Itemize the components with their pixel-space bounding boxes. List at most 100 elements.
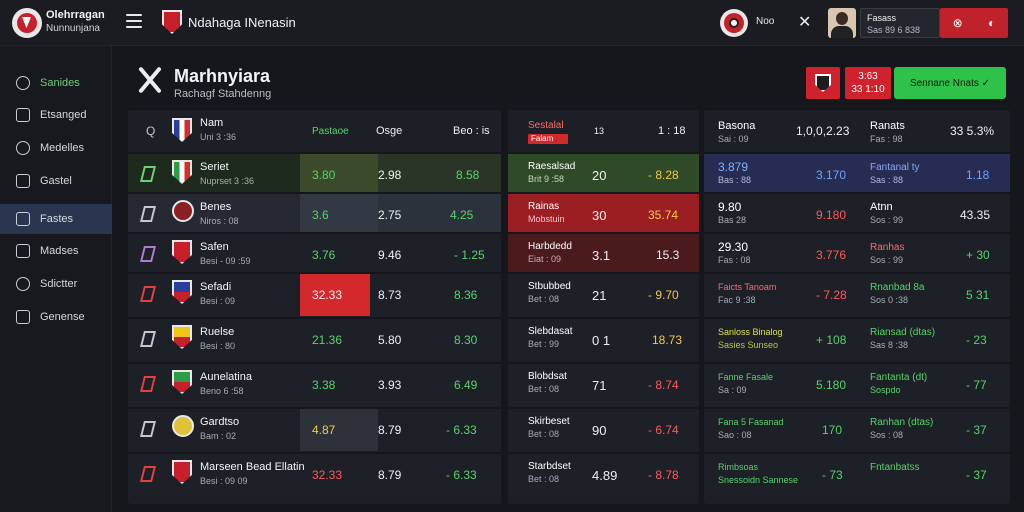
sidebar-item-8[interactable]: Genense: [0, 302, 112, 332]
table-row[interactable]: Ruelse Besi : 80 21.36 5.80 8.30: [128, 317, 501, 361]
score-badge[interactable]: 3:63 33 1:10: [845, 67, 891, 99]
odds-3[interactable]: - 6.33: [446, 423, 477, 437]
row-value-1[interactable]: 0 1: [592, 332, 611, 348]
sidebar-item-4[interactable]: Gastel: [0, 166, 112, 196]
action-a-icon[interactable]: ⊗: [952, 16, 963, 30]
table-row[interactable]: Starbdset Bet : 08 4.89 - 8.78: [508, 452, 699, 496]
odds-1[interactable]: 3.76: [312, 248, 336, 262]
avatar[interactable]: [828, 8, 856, 38]
row-value-2[interactable]: - 8.78: [648, 468, 679, 482]
table-row[interactable]: Rimbsoas Snessoidn Sannese - 73 Fntanbats…: [704, 452, 1010, 496]
table-row[interactable]: Fanne Fasale Sa : 09 5.180 Fantanta (dt) S…: [704, 362, 1010, 406]
action-b-icon[interactable]: ◐: [988, 16, 996, 30]
row-value-1[interactable]: 4.89: [592, 467, 618, 483]
table-row[interactable]: Gardtso Bam : 02 4.87 8.79 - 6.33: [128, 407, 501, 451]
row-value-2[interactable]: - 8.74: [648, 378, 679, 392]
odds-1[interactable]: 32.33: [312, 468, 343, 482]
close-icon[interactable]: ✕: [798, 14, 812, 31]
table-row[interactable]: Fana 5 Fasanad Sao : 08 170 Ranhan (dtas)…: [704, 407, 1010, 451]
table-row[interactable]: Stbubbed Bet : 08 21 - 9.70: [508, 272, 699, 316]
table-row[interactable]: 9.80 Bas 28 9.180 Atnn Sos : 99 43.35: [704, 192, 1010, 236]
row-value-2[interactable]: - 8.28: [648, 168, 679, 182]
table-row[interactable]: Marseen Bead Ellatin Besi : 09 09 32.33 8…: [128, 452, 501, 496]
table-row[interactable]: Benes Niros : 08 3.6 2.75 4.25: [128, 192, 501, 236]
row-b[interactable]: 5.180: [816, 378, 847, 392]
row-d[interactable]: - 37: [966, 468, 987, 482]
row-value-1[interactable]: 90: [592, 422, 607, 438]
odds-2[interactable]: 5.80: [378, 333, 402, 347]
table-row[interactable]: 29.30 Fas : 08 3.776 Ranhas Sos : 99 + 30: [704, 232, 1010, 276]
row-d[interactable]: - 37: [966, 423, 987, 437]
row-d[interactable]: 5 31: [966, 288, 990, 302]
odds-2[interactable]: 8.73: [378, 288, 402, 302]
row-b[interactable]: 9.180: [816, 208, 847, 222]
menu-icon[interactable]: [126, 14, 142, 28]
row-value-1[interactable]: 3.1: [592, 247, 611, 263]
row-b[interactable]: 3.776: [816, 248, 847, 262]
primary-action-button[interactable]: Sennane Nnats ✓: [894, 67, 1006, 99]
odds-3[interactable]: - 1.25: [454, 248, 485, 262]
row-b[interactable]: - 7.28: [816, 288, 847, 302]
row-value-1[interactable]: 21: [592, 287, 607, 303]
row-value-1[interactable]: 30: [592, 207, 607, 223]
row-a2: Bas : 88: [718, 175, 752, 185]
odds-2[interactable]: 8.79: [378, 423, 402, 437]
table-row[interactable]: Sanloss Binalog Sasies Sunseo + 108 Rians…: [704, 317, 1010, 361]
row-value-2[interactable]: 35.74: [648, 208, 679, 222]
sidebar-item-5[interactable]: Fastes: [0, 204, 112, 234]
sidebar-item-7[interactable]: Sdictter: [0, 269, 112, 299]
row-d[interactable]: 43.35: [960, 208, 991, 222]
table-row[interactable]: Raesalsad Brit 9 :58 20 - 8.28: [508, 152, 699, 196]
odds-2[interactable]: 3.93: [378, 378, 402, 392]
row-b[interactable]: 3.170: [816, 168, 847, 182]
odds-1[interactable]: 3.80: [300, 154, 378, 196]
target-icon[interactable]: [720, 9, 748, 37]
odds-2[interactable]: 2.98: [378, 154, 438, 196]
shield-button[interactable]: [806, 67, 840, 99]
odds-3[interactable]: 8.58: [438, 154, 501, 196]
table-row[interactable]: Rainas Mobstuin 30 35.74: [508, 192, 699, 236]
odds-3[interactable]: 8.30: [454, 333, 478, 347]
row-value-1[interactable]: 71: [592, 377, 607, 393]
sidebar-item-6[interactable]: Madses: [0, 236, 112, 266]
row-d[interactable]: + 30: [966, 248, 990, 262]
odds-3[interactable]: 4.25: [438, 194, 501, 236]
table-row[interactable]: Blobdsat Bet : 08 71 - 8.74: [508, 362, 699, 406]
table-row[interactable]: Safen Besi - 09 :59 3.76 9.46 - 1.25: [128, 232, 501, 276]
row-value-2[interactable]: - 9.70: [648, 288, 679, 302]
sidebar-item-1[interactable]: Sanides: [0, 68, 112, 98]
row-b[interactable]: + 108: [816, 333, 847, 347]
odds-2[interactable]: 9.46: [378, 248, 402, 262]
table-row[interactable]: Sefadi Besi : 09 32.33 8.73 8.36: [128, 272, 501, 316]
sidebar-item-3[interactable]: Medelles: [0, 133, 112, 163]
row-b[interactable]: 170: [822, 423, 843, 437]
table-row[interactable]: Slebdasat Bet : 99 0 1 18.73: [508, 317, 699, 361]
table-row[interactable]: Seriet Nuprset 3 :36 3.80 2.98 8.58: [128, 152, 501, 196]
table-row[interactable]: Skirbeset Bet : 08 90 - 6.74: [508, 407, 699, 451]
row-value-2[interactable]: 15.3: [656, 248, 680, 262]
app-logo[interactable]: [12, 8, 42, 38]
row-value-1[interactable]: 20: [592, 167, 607, 183]
odds-1[interactable]: 32.33: [300, 274, 370, 316]
user-info[interactable]: Fasass Sas 89 6 838: [860, 8, 940, 38]
sidebar-item-2[interactable]: Etsanged: [0, 100, 112, 130]
odds-1[interactable]: 3.38: [312, 378, 336, 392]
row-d[interactable]: - 23: [966, 333, 987, 347]
odds-3[interactable]: 8.36: [454, 288, 478, 302]
table-row[interactable]: Faicts Tanoam Fac 9 :38 - 7.28 Rnanbad 8a…: [704, 272, 1010, 316]
row-d[interactable]: - 77: [966, 378, 987, 392]
table-row[interactable]: 3.879 Bas : 88 3.170 Fantanal ty Sas : 88 …: [704, 152, 1010, 196]
row-d[interactable]: 1.18: [966, 168, 990, 182]
odds-1[interactable]: 21.36: [312, 333, 343, 347]
row-value-2[interactable]: 18.73: [652, 333, 683, 347]
row-value-2[interactable]: - 6.74: [648, 423, 679, 437]
odds-1[interactable]: 3.6: [300, 194, 378, 236]
table-row[interactable]: Aunelatina Beno 6 :58 3.38 3.93 6.49: [128, 362, 501, 406]
table-row[interactable]: Harbdedd Eiat : 09 3.1 15.3: [508, 232, 699, 276]
odds-1[interactable]: 4.87: [300, 409, 378, 451]
odds-2[interactable]: 2.75: [378, 194, 438, 236]
odds-3[interactable]: - 6.33: [446, 468, 477, 482]
odds-3[interactable]: 6.49: [454, 378, 478, 392]
odds-2[interactable]: 8.79: [378, 468, 402, 482]
row-b[interactable]: - 73: [822, 468, 843, 482]
